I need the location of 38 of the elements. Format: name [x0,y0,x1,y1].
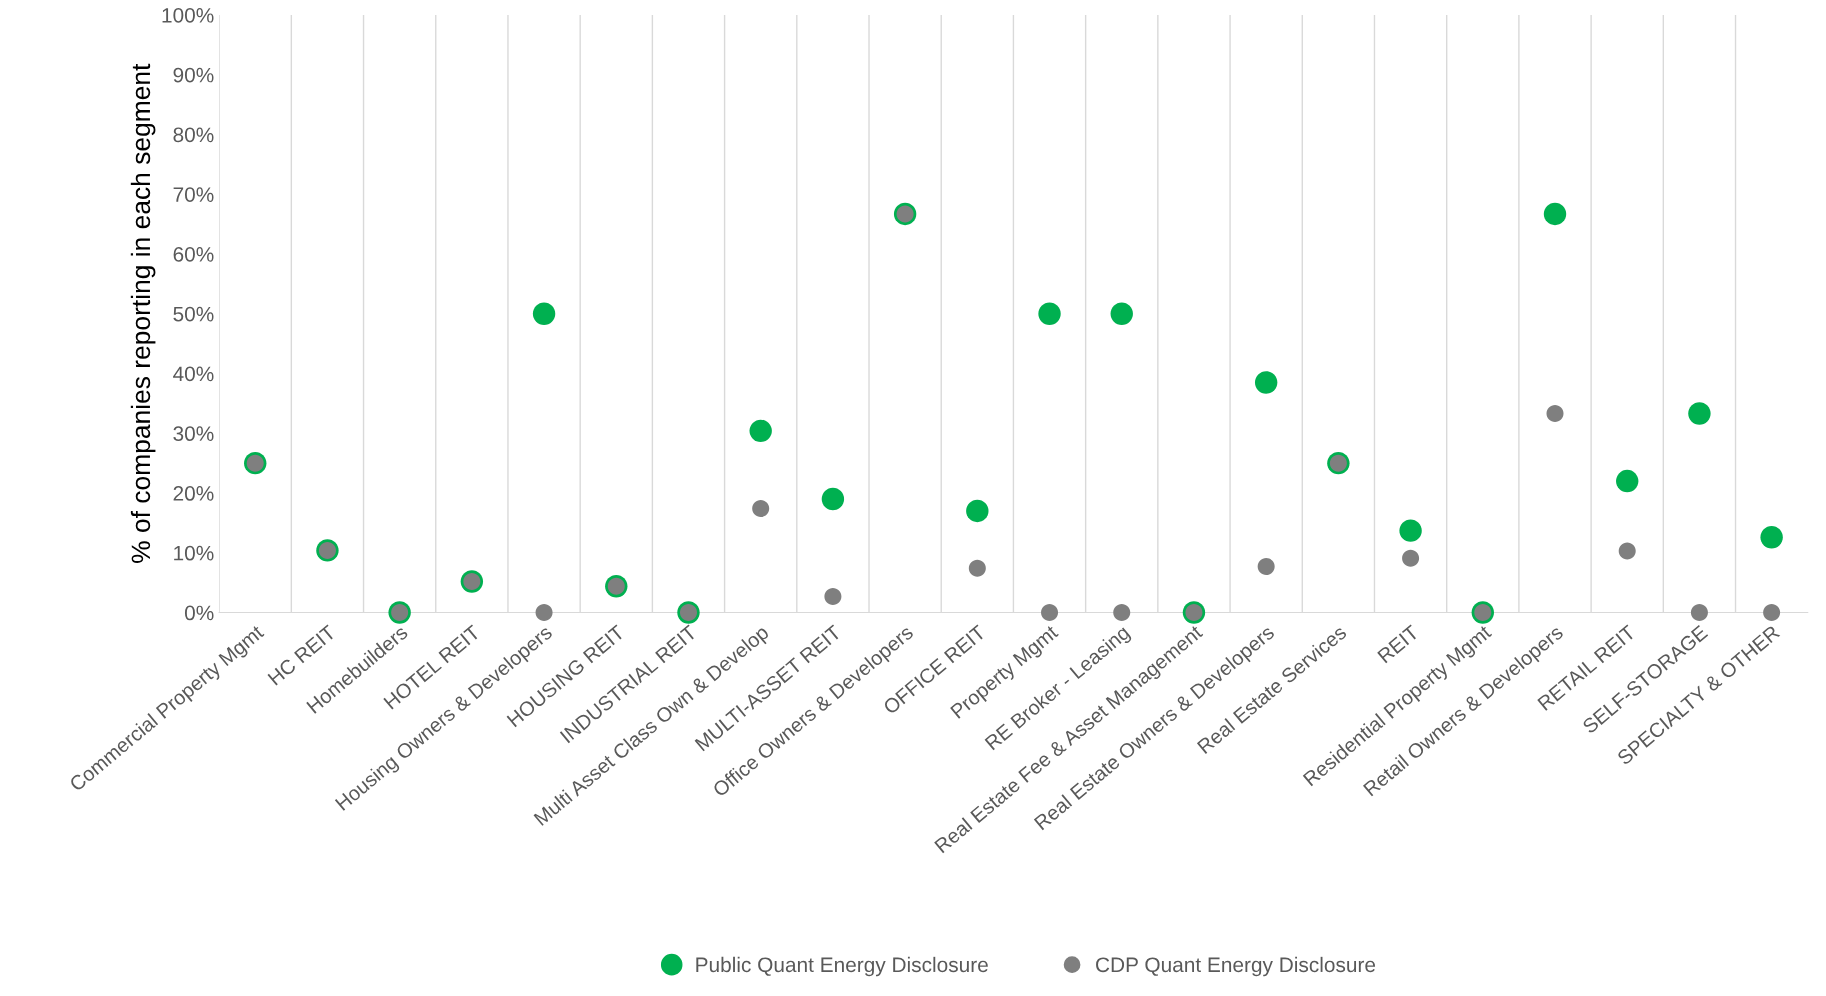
point [752,500,770,518]
point [1690,604,1708,622]
point [749,419,772,443]
y-tick-label: 90% [173,67,214,83]
point [535,604,553,622]
legend-label: Public Quant Energy Disclosure [696,956,988,977]
point [1760,526,1783,549]
y-tick-label: 80% [173,127,214,143]
y-tick-label: 60% [173,246,214,262]
point [1618,542,1636,560]
y-tick-label: 20% [173,486,214,501]
point [1616,469,1639,493]
y-tick-label: 70% [173,187,214,202]
y-axis-title: % of companies reporting in each segment [130,63,156,563]
point [1110,302,1133,325]
y-tick-label: 100% [162,7,214,23]
point [532,302,556,325]
y-tick-label: 40% [173,366,214,382]
y-tick-label: 10% [174,545,214,561]
point [1402,549,1420,567]
point [1257,558,1275,576]
point [1038,302,1061,325]
point [1399,519,1422,542]
y-tick-label: 50% [173,306,214,322]
point [1254,371,1278,394]
legend-label: CDP Quant Energy Disclosure [1096,956,1376,977]
point [968,559,986,577]
point [1113,604,1131,622]
point [821,487,845,511]
point [1543,202,1567,226]
point [824,587,842,605]
point [1688,402,1711,425]
y-tick-label: 30% [173,426,214,442]
point [1041,604,1059,622]
point [1763,604,1781,622]
point [1546,405,1564,423]
y-tick-label: 0% [184,605,214,621]
point [966,499,989,523]
